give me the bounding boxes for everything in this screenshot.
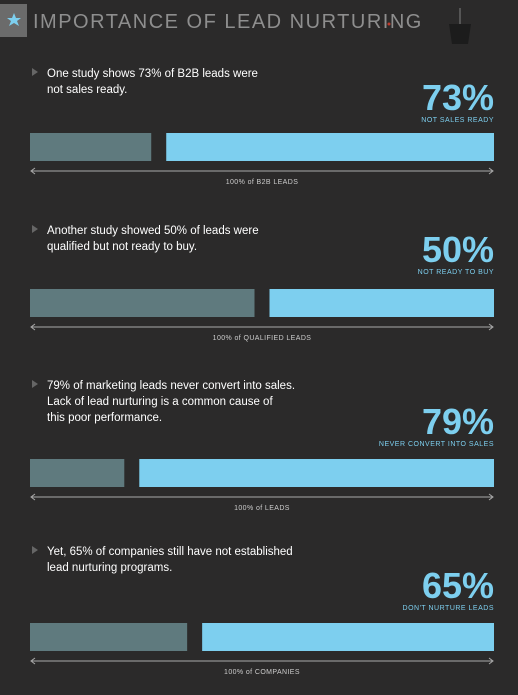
value-bar xyxy=(269,289,494,317)
remainder-bar xyxy=(30,459,125,487)
axis-label: 100% of B2B LEADS xyxy=(226,179,299,186)
axis-arrow xyxy=(488,493,494,501)
percent-caption: NOT READY TO BUY xyxy=(418,269,494,276)
big-percent: 65% xyxy=(422,565,494,606)
bullet xyxy=(32,380,38,388)
axis-arrow xyxy=(30,657,36,665)
bullet xyxy=(32,225,38,233)
remainder-bar xyxy=(30,623,188,651)
axis-arrow xyxy=(30,323,36,331)
value-bar xyxy=(166,133,495,161)
bullet xyxy=(32,546,38,554)
pot-icon xyxy=(449,24,471,44)
big-percent: 73% xyxy=(422,77,494,118)
section-text: not sales ready. xyxy=(47,84,127,96)
axis-label: 100% of QUALIFIED LEADS xyxy=(213,335,312,342)
section-text: 79% of marketing leads never convert int… xyxy=(47,380,295,392)
percent-caption: DON'T NURTURE LEADS xyxy=(403,605,494,612)
star-icon xyxy=(7,13,21,26)
page-title: IMPORTANCE OF LEAD NURTURING xyxy=(33,11,423,33)
remainder-bar xyxy=(30,289,255,317)
bullet xyxy=(32,68,38,76)
percent-caption: NOT SALES READY xyxy=(421,117,494,124)
axis-arrow xyxy=(30,493,36,501)
section-text: Yet, 65% of companies still have not est… xyxy=(47,546,293,558)
dot xyxy=(387,22,391,26)
section-text: One study shows 73% of B2B leads were xyxy=(47,68,258,80)
axis-arrow xyxy=(488,167,494,175)
axis-arrow xyxy=(30,167,36,175)
axis-label: 100% of LEADS xyxy=(234,505,290,512)
section-text: qualified but not ready to buy. xyxy=(47,241,197,253)
section-text: lead nurturing programs. xyxy=(47,562,172,574)
sections: One study shows 73% of B2B leads were not… xyxy=(30,68,495,676)
axis-label: 100% of COMPANIES xyxy=(224,669,300,676)
value-bar xyxy=(139,459,495,487)
section-text: Lack of lead nurturing is a common cause… xyxy=(47,396,273,408)
remainder-bar xyxy=(30,133,152,161)
axis-arrow xyxy=(488,657,494,665)
percent-caption: NEVER CONVERT INTO SALES xyxy=(379,441,494,448)
section-text: this poor performance. xyxy=(47,412,162,424)
axis-arrow xyxy=(488,323,494,331)
big-percent: 50% xyxy=(422,229,494,270)
value-bar xyxy=(202,623,494,651)
big-percent: 79% xyxy=(422,401,494,442)
section-text: Another study showed 50% of leads were xyxy=(47,225,259,237)
